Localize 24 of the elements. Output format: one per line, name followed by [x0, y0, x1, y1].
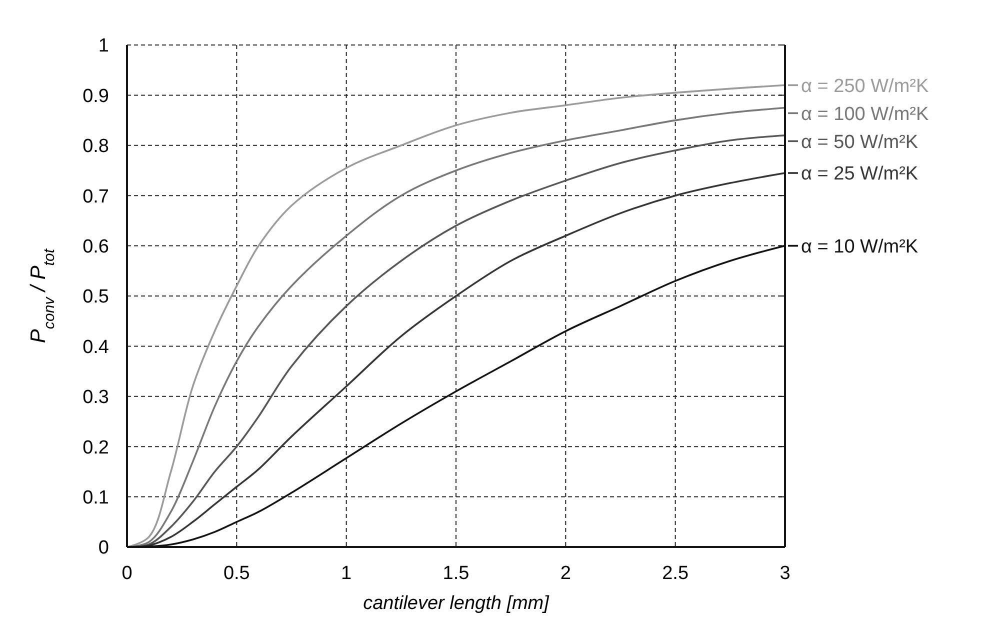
x-tick-label: 1.5	[442, 563, 470, 584]
y-tick-label: 0.3	[82, 387, 109, 408]
y-tick-label: 0.6	[82, 236, 109, 258]
x-tick-label: 2	[560, 563, 571, 584]
y-tick-label: 0.2	[82, 437, 109, 458]
y-tick-label: 0.1	[82, 487, 109, 508]
legend-label: α = 50 W/m²K	[801, 132, 918, 153]
legend-label: α = 10 W/m²K	[801, 236, 918, 258]
x-axis-title: cantilever length [mm]	[363, 593, 550, 614]
y-tick-label: 0.5	[82, 286, 109, 308]
y-tick-label: 0.8	[82, 136, 109, 158]
y-tick-label: 0.4	[82, 336, 110, 358]
x-tick-label: 3	[780, 563, 790, 584]
x-tick-label: 0.5	[223, 563, 250, 584]
y-tick-label: 0	[98, 538, 109, 559]
x-tick-label: 0	[122, 563, 132, 584]
legend-label: α = 25 W/m²K	[801, 164, 918, 185]
y-tick-label: 0.7	[82, 186, 109, 208]
y-tick-label: 0.9	[82, 86, 109, 107]
legend-label: α = 100 W/m²K	[801, 104, 929, 125]
x-tick-label: 2.5	[662, 563, 689, 584]
legend-label: α = 250 W/m²K	[801, 76, 929, 97]
x-tick-label: 1	[341, 563, 352, 584]
y-tick-label: 1	[98, 36, 109, 57]
